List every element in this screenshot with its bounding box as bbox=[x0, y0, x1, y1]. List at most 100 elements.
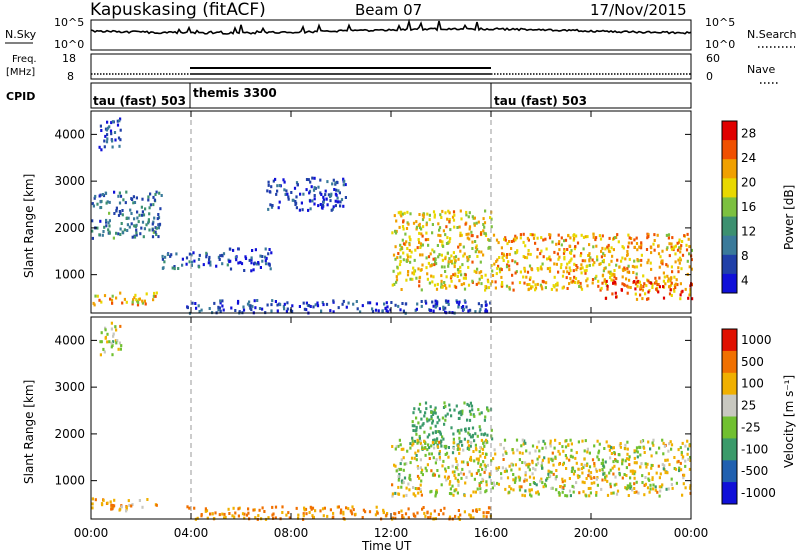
data-cell bbox=[574, 281, 577, 284]
data-cell bbox=[583, 457, 586, 461]
data-cell bbox=[638, 445, 641, 449]
data-cell bbox=[415, 454, 418, 457]
data-cell bbox=[418, 284, 421, 288]
data-cell bbox=[589, 475, 592, 479]
data-cell bbox=[113, 498, 116, 502]
data-cell bbox=[100, 340, 103, 344]
data-cell bbox=[569, 277, 572, 280]
data-cell bbox=[136, 303, 140, 307]
data-cell bbox=[208, 255, 211, 259]
data-cell bbox=[684, 444, 687, 448]
data-cell bbox=[402, 227, 405, 231]
data-cell bbox=[573, 469, 576, 473]
data-cell bbox=[530, 488, 533, 492]
data-cell bbox=[557, 491, 560, 495]
data-cell bbox=[553, 262, 556, 266]
data-cell bbox=[678, 238, 681, 242]
velocity-data-layer bbox=[91, 321, 692, 521]
data-cell bbox=[402, 242, 406, 246]
data-cell bbox=[434, 430, 437, 434]
data-cell bbox=[444, 299, 448, 303]
data-cell bbox=[452, 493, 455, 497]
x-axis: 00:00 04:00 08:00 12:00 16:00 20:00 00:00 bbox=[74, 111, 708, 540]
data-cell bbox=[582, 247, 585, 251]
data-cell bbox=[471, 240, 474, 244]
data-cell bbox=[621, 462, 624, 466]
data-cell bbox=[111, 344, 114, 347]
data-cell bbox=[259, 254, 262, 258]
data-cell bbox=[329, 508, 332, 512]
data-cell bbox=[654, 276, 657, 280]
data-cell bbox=[402, 468, 405, 472]
data-cell bbox=[666, 246, 669, 250]
data-cell bbox=[650, 267, 653, 271]
data-cell bbox=[560, 243, 563, 247]
data-cell bbox=[104, 134, 107, 138]
data-cell bbox=[278, 184, 281, 187]
data-cell bbox=[658, 476, 661, 480]
data-cell bbox=[402, 480, 405, 484]
data-cell bbox=[474, 490, 477, 494]
data-cell bbox=[237, 507, 240, 511]
data-cell bbox=[665, 487, 668, 491]
data-cell bbox=[221, 262, 224, 266]
data-cell bbox=[402, 516, 405, 520]
colorbar-swatch bbox=[722, 254, 737, 275]
data-cell bbox=[670, 443, 674, 447]
data-cell bbox=[504, 467, 507, 471]
data-cell bbox=[169, 254, 172, 258]
data-cell bbox=[505, 284, 509, 288]
data-cell bbox=[138, 297, 141, 301]
data-cell bbox=[469, 455, 472, 459]
data-cell bbox=[129, 208, 132, 212]
data-cell bbox=[432, 275, 435, 279]
data-cell bbox=[411, 436, 414, 440]
data-cell bbox=[572, 490, 575, 494]
data-cell bbox=[675, 481, 678, 485]
data-cell bbox=[628, 455, 631, 459]
data-cell bbox=[563, 239, 566, 243]
data-cell bbox=[483, 470, 486, 474]
data-cell bbox=[528, 283, 531, 286]
data-cell bbox=[628, 236, 631, 240]
data-cell bbox=[125, 507, 128, 511]
data-cell bbox=[428, 213, 431, 217]
data-cell bbox=[579, 267, 582, 271]
data-cell bbox=[425, 256, 428, 260]
data-cell bbox=[465, 305, 468, 309]
data-cell bbox=[295, 506, 298, 510]
data-cell bbox=[469, 412, 472, 416]
data-cell bbox=[421, 263, 424, 267]
data-cell bbox=[658, 285, 661, 289]
data-cell bbox=[438, 253, 441, 257]
data-cell bbox=[413, 258, 416, 262]
data-cell bbox=[401, 225, 405, 228]
colorbar-tick-label: 24 bbox=[741, 151, 756, 165]
data-cell bbox=[399, 210, 402, 214]
data-cell bbox=[232, 506, 235, 510]
data-cell bbox=[153, 198, 156, 202]
data-cell bbox=[412, 266, 415, 270]
data-cell bbox=[157, 213, 160, 216]
data-cell bbox=[253, 299, 256, 303]
data-cell bbox=[423, 414, 426, 418]
data-cell bbox=[469, 435, 473, 439]
data-cell bbox=[307, 208, 310, 212]
data-cell bbox=[385, 513, 388, 517]
data-cell bbox=[131, 503, 134, 507]
data-cell bbox=[513, 480, 517, 484]
data-cell bbox=[206, 516, 209, 520]
data-cell bbox=[612, 446, 615, 450]
data-cell bbox=[110, 507, 113, 511]
data-cell bbox=[508, 464, 511, 468]
data-cell bbox=[497, 264, 500, 268]
data-cell bbox=[535, 483, 538, 487]
data-cell bbox=[470, 230, 473, 234]
colorbar-swatch bbox=[722, 416, 737, 439]
data-cell bbox=[432, 257, 435, 261]
data-cell bbox=[321, 204, 324, 207]
data-cell bbox=[561, 286, 564, 290]
data-cell bbox=[352, 302, 355, 306]
data-cell bbox=[593, 444, 596, 448]
data-cell bbox=[541, 466, 544, 470]
